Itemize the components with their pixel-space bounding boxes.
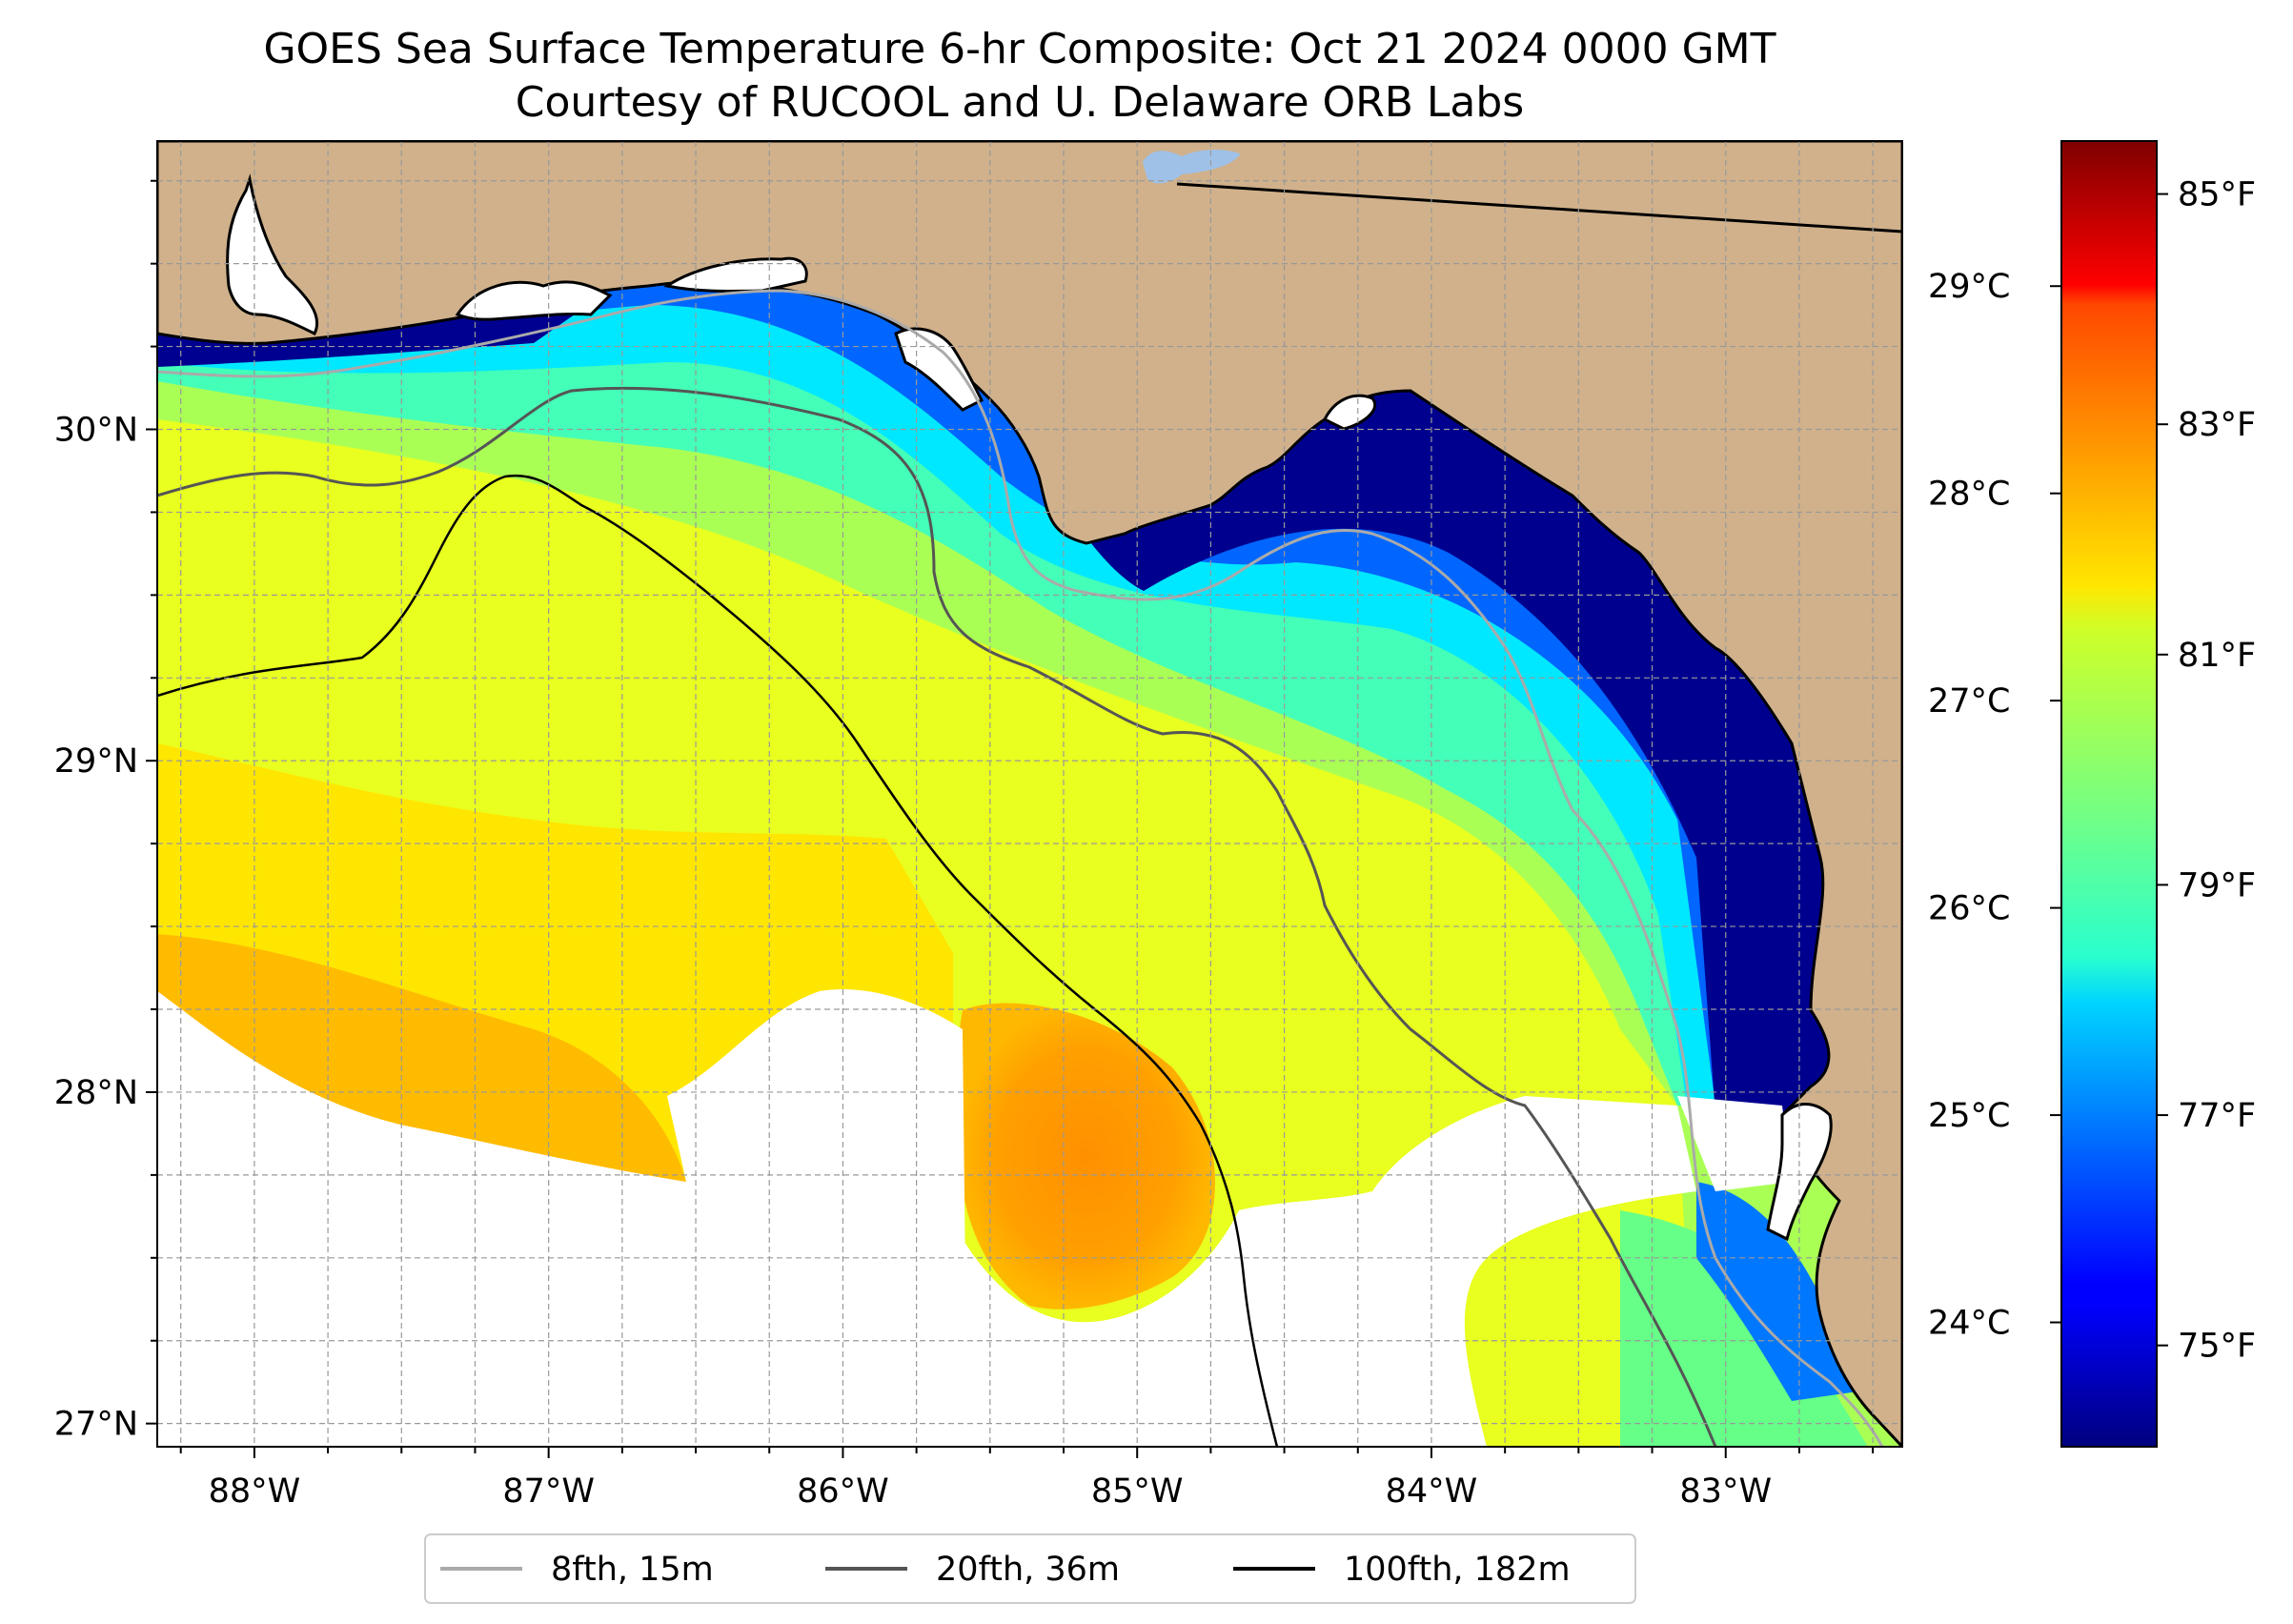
apalachee-bay-marsh [1322,394,1376,431]
mobile-bay [226,173,319,336]
no-data-areas [157,989,1792,1447]
isobaths [157,289,1884,1447]
map-panel [157,141,1902,1447]
depth-legend: 8fth, 15m 20fth, 36m 100fth, 182m [424,1533,1636,1604]
sst-warm-core [957,1003,1215,1309]
legend-label-100fth: 100fth, 182m [1344,1551,1571,1589]
colorbar: 24°C 25°C 26°C 27°C 28°C 29°C 75°F 77°F 79°F 81°… [1928,140,2256,1448]
legend-box [424,1533,1636,1604]
latitude-tick-label: 30°N [54,412,138,450]
longitude-tick-label: 84°W [1386,1472,1478,1511]
colorbar-celsius-label: 25°C [1928,1097,2010,1135]
colorbar-fahrenheit-label: 81°F [2178,637,2256,675]
colorbar-gradient [2060,140,2158,1448]
latitude-tick-label: 27°N [54,1406,138,1444]
colorbar-celsius-label: 29°C [1928,268,2010,306]
colorbar-fahrenheit-ticks: 75°F 77°F 79°F 81°F 83°F 85°F [2157,176,2256,1366]
longitude-tick-label: 83°W [1679,1472,1772,1511]
isobath-100fth [157,474,1279,1447]
isobath-8fth [157,289,1884,1447]
colorbar-celsius-label: 24°C [1928,1305,2010,1343]
gridlines [157,141,1902,1447]
longitude-tick-label: 85°W [1091,1472,1184,1511]
colorbar-celsius-label: 28°C [1928,476,2010,514]
longitude-ticks: 88°W 87°W 86°W 85°W 84°W 83°W [179,1447,1875,1511]
sst-southeast-blue [1696,1182,1858,1401]
inland-water [226,150,1833,1242]
choctawhatchee-bay [663,256,808,293]
colorbar-fahrenheit-label: 79°F [2178,866,2256,904]
colorbar-fahrenheit-label: 75°F [2178,1328,2256,1366]
map-title-line-2: Courtesy of RUCOOL and U. Delaware ORB L… [516,78,1524,127]
longitude-tick-label: 88°W [209,1472,301,1511]
state-border-line [1176,182,1902,233]
longitude-tick-label: 86°W [797,1472,889,1511]
latitude-tick-label: 29°N [54,742,138,781]
isobath-20fth [157,386,1717,1447]
pensacola-bay [455,280,613,321]
legend-label-20fth: 20fth, 36m [936,1551,1120,1589]
colorbar-celsius-label: 27°C [1928,682,2010,721]
latitude-ticks: 30°N 29°N 28°N 27°N [54,179,157,1444]
map-frame [156,140,1903,1448]
latitude-tick-label: 28°N [54,1074,138,1112]
colorbar-fahrenheit-label: 77°F [2178,1097,2256,1135]
st-andrew-bay [894,327,984,412]
no-data-southwest [157,989,967,1447]
no-data-east [1677,1096,1792,1191]
no-data-center-south [963,1096,1696,1447]
longitude-tick-label: 87°W [502,1472,595,1511]
colorbar-celsius-ticks: 24°C 25°C 26°C 27°C 28°C 29°C [1928,268,2061,1343]
map-title-line-1: GOES Sea Surface Temperature 6-hr Compos… [263,25,1776,73]
legend-label-8fth: 8fth, 15m [551,1551,714,1589]
colorbar-fahrenheit-label: 83°F [2178,406,2256,444]
colorbar-fahrenheit-label: 85°F [2178,176,2256,214]
colorbar-celsius-label: 26°C [1928,890,2010,928]
